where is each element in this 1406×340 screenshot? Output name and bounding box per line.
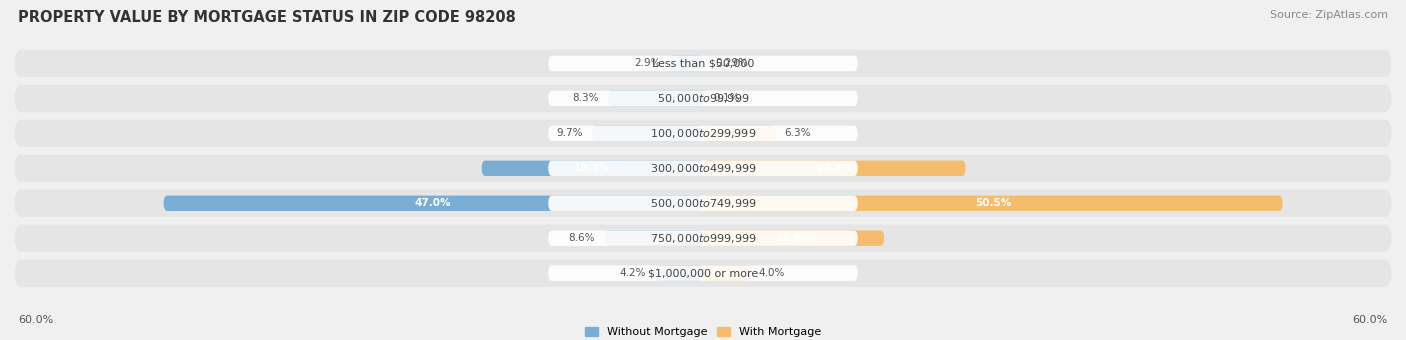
FancyBboxPatch shape [700,91,707,106]
Text: 22.9%: 22.9% [817,163,852,173]
Text: Less than $50,000: Less than $50,000 [652,58,754,68]
FancyBboxPatch shape [655,266,703,281]
Text: 6.3%: 6.3% [785,128,811,138]
Text: $500,000 to $749,999: $500,000 to $749,999 [650,197,756,210]
Text: PROPERTY VALUE BY MORTGAGE STATUS IN ZIP CODE 98208: PROPERTY VALUE BY MORTGAGE STATUS IN ZIP… [18,10,516,25]
Text: 8.6%: 8.6% [568,233,595,243]
FancyBboxPatch shape [14,85,1392,112]
Text: 19.3%: 19.3% [574,163,610,173]
FancyBboxPatch shape [14,225,1392,252]
FancyBboxPatch shape [703,195,1282,211]
FancyBboxPatch shape [592,126,703,141]
FancyBboxPatch shape [703,160,966,176]
FancyBboxPatch shape [703,126,775,141]
FancyBboxPatch shape [548,126,858,141]
Text: 50.5%: 50.5% [974,198,1011,208]
FancyBboxPatch shape [14,155,1392,182]
Text: 60.0%: 60.0% [1353,314,1388,325]
Text: 4.2%: 4.2% [619,268,645,278]
FancyBboxPatch shape [703,56,707,71]
FancyBboxPatch shape [163,195,703,211]
FancyBboxPatch shape [548,266,858,281]
FancyBboxPatch shape [14,190,1392,217]
Text: 0.1%: 0.1% [713,94,740,103]
FancyBboxPatch shape [607,91,703,106]
FancyBboxPatch shape [703,231,884,246]
Text: 9.7%: 9.7% [555,128,582,138]
FancyBboxPatch shape [703,266,749,281]
Text: $50,000 to $99,999: $50,000 to $99,999 [657,92,749,105]
FancyBboxPatch shape [669,56,703,71]
Text: 15.8%: 15.8% [776,233,811,243]
FancyBboxPatch shape [14,259,1392,287]
Text: 8.3%: 8.3% [572,94,599,103]
Text: 47.0%: 47.0% [415,198,451,208]
Text: 4.0%: 4.0% [758,268,785,278]
FancyBboxPatch shape [548,195,858,211]
Text: $100,000 to $299,999: $100,000 to $299,999 [650,127,756,140]
Text: 60.0%: 60.0% [18,314,53,325]
Text: Source: ZipAtlas.com: Source: ZipAtlas.com [1270,10,1388,20]
FancyBboxPatch shape [548,231,858,246]
FancyBboxPatch shape [14,120,1392,147]
FancyBboxPatch shape [14,50,1392,77]
FancyBboxPatch shape [548,160,858,176]
Text: $750,000 to $999,999: $750,000 to $999,999 [650,232,756,245]
Text: $300,000 to $499,999: $300,000 to $499,999 [650,162,756,175]
FancyBboxPatch shape [605,231,703,246]
FancyBboxPatch shape [548,91,858,106]
Legend: Without Mortgage, With Mortgage: Without Mortgage, With Mortgage [581,322,825,340]
Text: 0.29%: 0.29% [716,58,748,68]
Text: $1,000,000 or more: $1,000,000 or more [648,268,758,278]
Text: 2.9%: 2.9% [634,58,661,68]
FancyBboxPatch shape [548,56,858,71]
FancyBboxPatch shape [481,160,703,176]
